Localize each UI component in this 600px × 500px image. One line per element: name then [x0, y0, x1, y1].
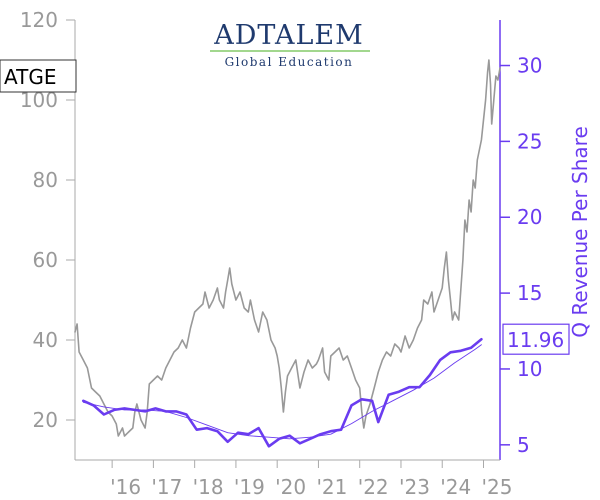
- left-tick-label: 20: [33, 408, 58, 432]
- x-tick-label: '23: [399, 475, 430, 499]
- left-tick-label: 80: [33, 168, 58, 192]
- right-axis-ticks: 5 10 15 20 25 30: [500, 54, 542, 457]
- left-tick-label: 60: [33, 248, 58, 272]
- left-tick-label: 120: [20, 8, 58, 32]
- x-tick-label: '17: [151, 475, 182, 499]
- right-tick-label: 30: [517, 54, 542, 78]
- logo-tagline: Global Education: [225, 55, 354, 69]
- ticker-text: ATGE: [4, 65, 56, 89]
- right-tick-label: 15: [517, 281, 542, 305]
- revenue-trend-line: [82, 344, 482, 440]
- price-line: [74, 59, 501, 437]
- right-tick-label: 10: [517, 357, 542, 381]
- x-tick-label: '19: [234, 475, 265, 499]
- logo: ADTALEM Global Education: [210, 20, 370, 69]
- series-layer: [74, 59, 501, 448]
- right-axis-label: Q Revenue Per Share: [568, 126, 592, 338]
- x-tick-label: '16: [110, 475, 141, 499]
- logo-name: ADTALEM: [213, 20, 363, 51]
- ticker-label: ATGE: [0, 59, 77, 93]
- x-tick-label: '18: [193, 475, 224, 499]
- left-tick-label: 40: [33, 328, 58, 352]
- x-axis-ticks: '16 '17 '18 '19 '20 '21 '22 '23 '24 '25: [110, 460, 512, 499]
- last-value-text: 11.96: [507, 328, 564, 352]
- right-tick-label: 25: [517, 129, 542, 153]
- x-tick-label: '20: [275, 475, 306, 499]
- last-value-box: [502, 323, 570, 355]
- x-tick-label: '25: [481, 475, 512, 499]
- ticker-box: [0, 59, 77, 93]
- right-tick-label: 5: [517, 433, 530, 457]
- last-value-label: 11.96: [502, 323, 570, 355]
- x-tick-label: '21: [316, 475, 347, 499]
- x-tick-label: '22: [358, 475, 389, 499]
- right-tick-label: 20: [517, 205, 542, 229]
- x-tick-label: '24: [440, 475, 471, 499]
